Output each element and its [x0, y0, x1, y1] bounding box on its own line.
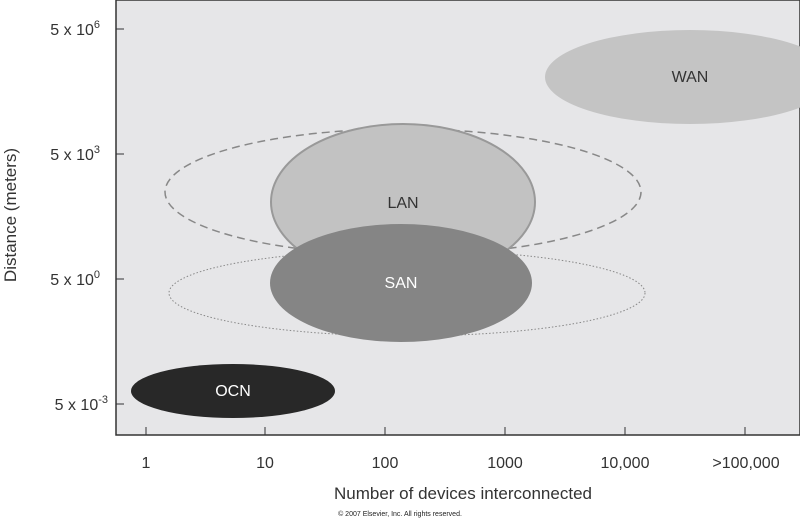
x-axis-label: Number of devices interconnected [334, 484, 592, 503]
lan-label: LAN [387, 195, 418, 212]
x-tick-label: 10 [256, 455, 274, 472]
y-tick-label: 5 x 10-3 [55, 394, 108, 414]
x-tick-label: 10,000 [601, 455, 650, 472]
wan-label: WAN [672, 69, 709, 86]
y-axis-label: Distance (meters) [1, 148, 20, 282]
y-tick-label: 5 x 106 [50, 19, 100, 39]
san-extent-dotted [168, 249, 646, 337]
x-tick-label: 1 [142, 455, 151, 472]
wan-region [545, 30, 800, 124]
san-region [270, 224, 532, 342]
x-axis: 1 10 100 1000 10,000 >100,000 Number of … [142, 427, 780, 503]
ocn-label: OCN [215, 383, 251, 400]
y-axis: 5 x 106 5 x 103 5 x 100 5 x 10-3 Distanc… [1, 19, 124, 414]
y-tick-label: 5 x 100 [50, 269, 100, 289]
ocn-region [131, 364, 335, 418]
x-tick-label: 100 [372, 455, 399, 472]
y-tick-label: 5 x 103 [50, 144, 100, 164]
san-label: SAN [385, 275, 418, 292]
copyright-notice: © 2007 Elsevier, Inc. All rights reserve… [338, 510, 462, 518]
x-tick-label: >100,000 [712, 455, 779, 472]
x-tick-label: 1000 [487, 455, 523, 472]
